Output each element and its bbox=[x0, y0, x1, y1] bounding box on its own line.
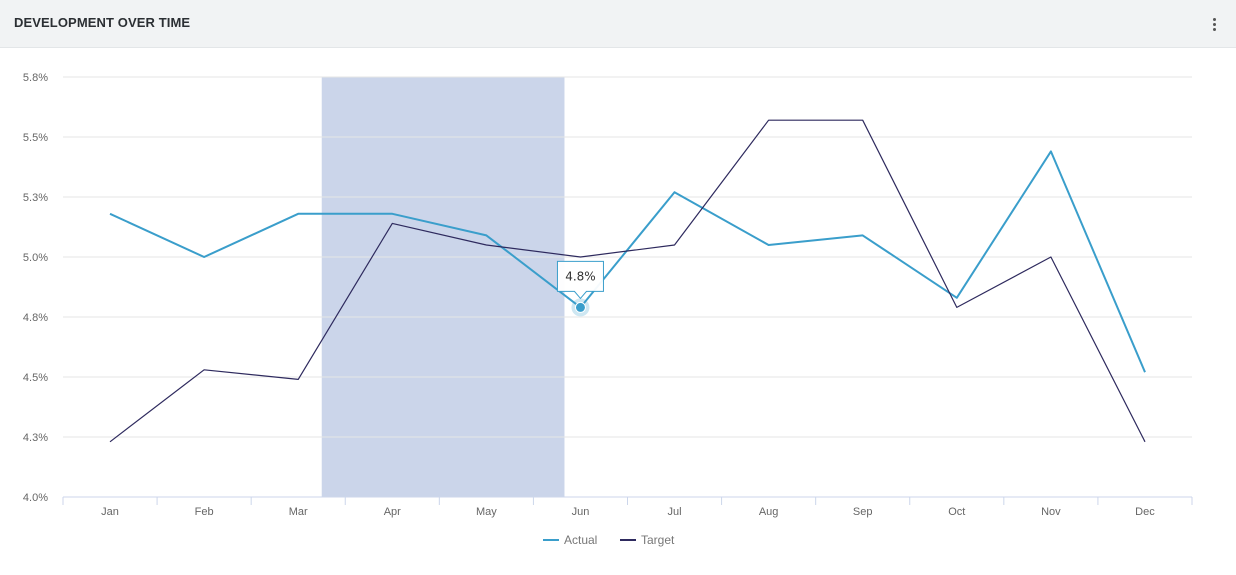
x-tick-label: Apr bbox=[384, 506, 401, 518]
y-tick-label: 5.5% bbox=[23, 132, 48, 144]
tooltip-box bbox=[556, 260, 604, 300]
x-tick-label: Feb bbox=[195, 506, 214, 518]
y-tick-label: 4.0% bbox=[23, 492, 48, 504]
x-tick-label: Sep bbox=[853, 506, 873, 518]
legend-label-target[interactable]: Target bbox=[641, 533, 675, 547]
x-tick-label: Jun bbox=[572, 506, 590, 518]
y-tick-label: 5.3% bbox=[23, 192, 48, 204]
x-tick-label: May bbox=[476, 506, 497, 518]
x-tick-label: Jan bbox=[101, 506, 119, 518]
x-tick-label: Jul bbox=[668, 506, 682, 518]
x-tick-label: Dec bbox=[1135, 506, 1155, 518]
widget-header: DEVELOPMENT OVER TIME bbox=[0, 0, 1236, 48]
tooltip-label: 4.8% bbox=[565, 269, 596, 283]
x-tick-label: Nov bbox=[1041, 506, 1061, 518]
series-line-actual bbox=[109, 150, 1146, 373]
y-tick-label: 5.8% bbox=[23, 72, 48, 84]
data-point-marker[interactable] bbox=[574, 301, 586, 313]
legend-label-actual[interactable]: Actual bbox=[564, 533, 597, 547]
widget-title: DEVELOPMENT OVER TIME bbox=[14, 15, 191, 30]
y-tick-label: 4.3% bbox=[23, 432, 48, 444]
x-tick-label: Mar bbox=[289, 506, 308, 518]
y-tick-label: 5.0% bbox=[23, 252, 48, 264]
series-line-target bbox=[109, 119, 1146, 443]
x-tick-label: Aug bbox=[759, 506, 779, 518]
line-chart: 4.0% 4.3% 4.5% 4.8% 5.0% 5.3% 5.5% 5.8% Jan Feb Ma… bbox=[23, 72, 1193, 547]
vertical-ellipsis-icon[interactable] bbox=[1204, 14, 1224, 34]
x-tick-label: Oct bbox=[948, 506, 965, 518]
y-tick-label: 4.8% bbox=[23, 312, 48, 324]
highlight-band bbox=[321, 77, 565, 497]
y-tick-label: 4.5% bbox=[23, 372, 48, 384]
